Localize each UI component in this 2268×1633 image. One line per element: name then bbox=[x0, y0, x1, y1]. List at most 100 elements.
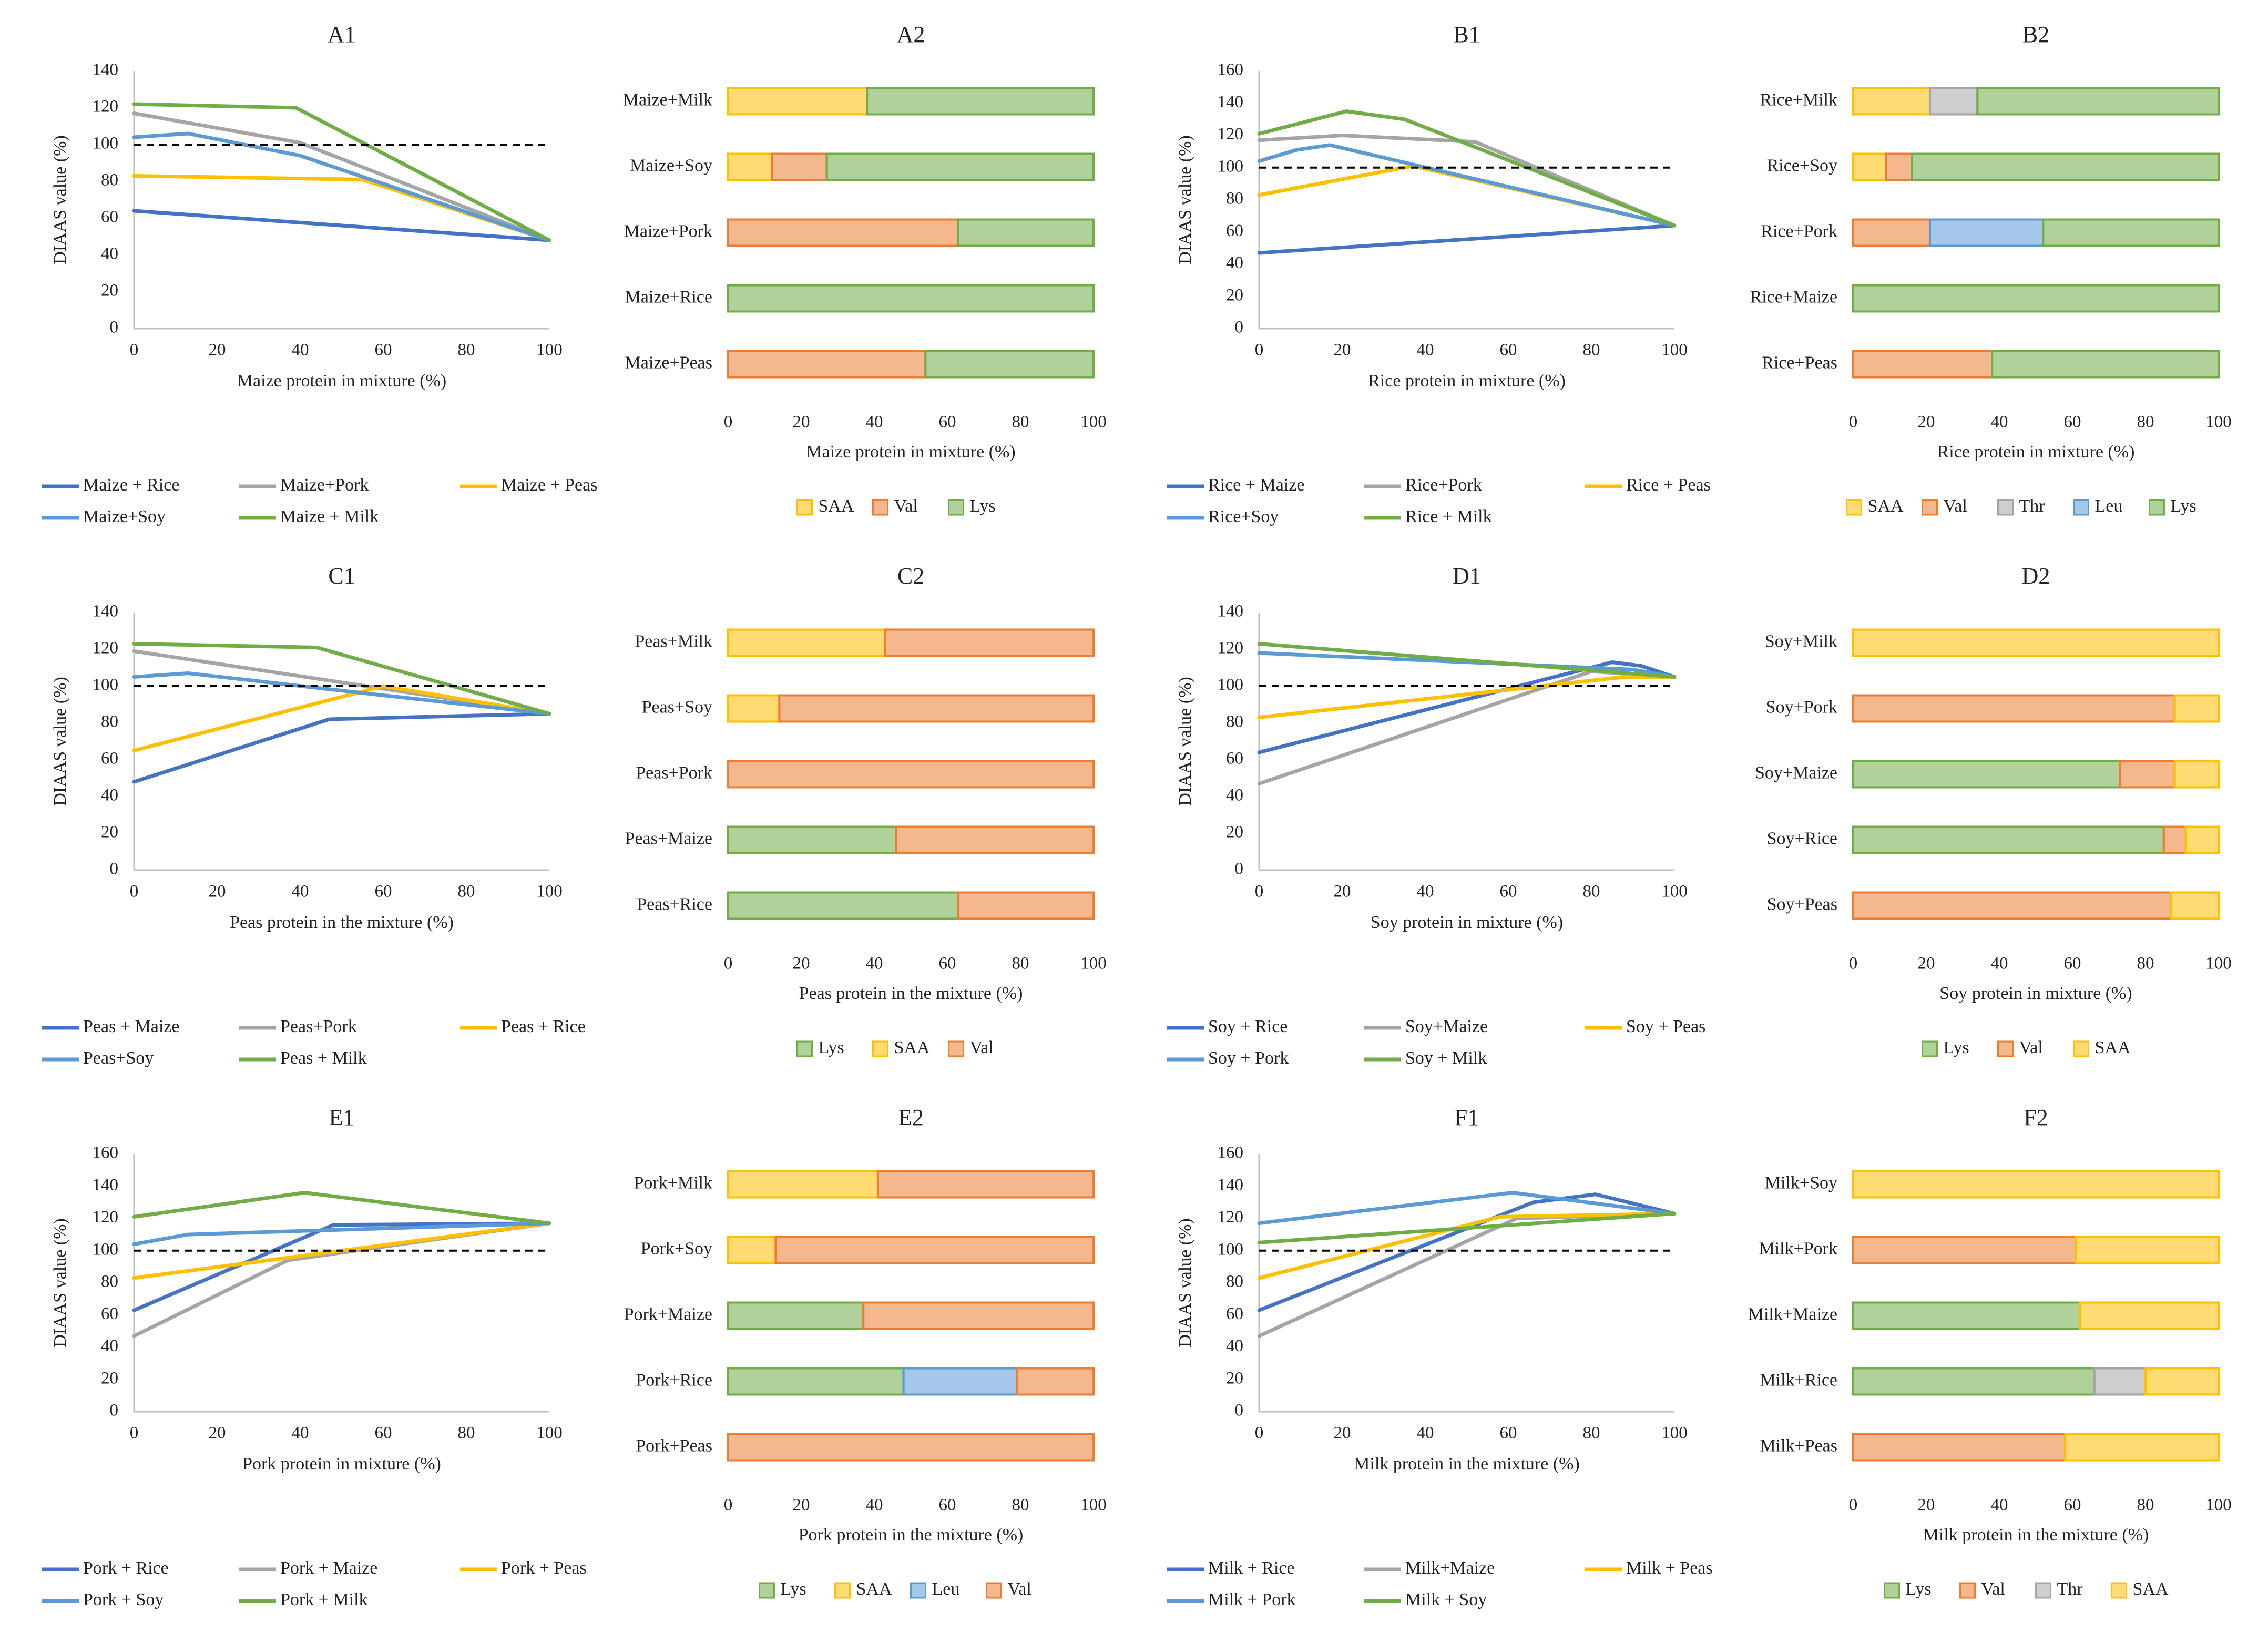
c1-y-tick-label: 60 bbox=[101, 749, 118, 768]
c2-title: C2 bbox=[897, 563, 924, 589]
b2-x-tick-label: 60 bbox=[2064, 413, 2081, 432]
e2-x-tick-label: 60 bbox=[939, 1496, 956, 1515]
c1-x-tick-label: 20 bbox=[209, 882, 226, 901]
c2-bar-segment bbox=[895, 825, 1095, 854]
e2-bar-segment bbox=[727, 1236, 777, 1264]
c2-category-label: Peas+Pork bbox=[636, 763, 712, 782]
c2-bar-segment bbox=[727, 891, 959, 920]
a2-category-label: Maize+Rice bbox=[625, 287, 712, 307]
c2-category-label: Peas+Soy bbox=[642, 697, 712, 717]
d1-y-tick-label: 120 bbox=[1218, 639, 1244, 658]
f1-x-tick-label: 40 bbox=[1417, 1424, 1434, 1443]
c2-bar-segment bbox=[778, 694, 1095, 723]
e2-legend-label: Lys bbox=[781, 1579, 806, 1599]
f2-x-tick-label: 80 bbox=[2137, 1496, 2154, 1515]
d2-legend-label: Lys bbox=[1944, 1038, 1969, 1057]
f2-legend-swatch bbox=[1959, 1582, 1976, 1599]
chart-f1: F1 0 20 40 60 80 100 120 140 160 0 20 40 60 80 100 Milk … bbox=[1167, 1105, 1713, 1609]
a1-y-axis-label: DIAAS value (%) bbox=[50, 135, 70, 264]
e1-y-tick-label: 20 bbox=[101, 1369, 118, 1387]
c2-category-label: Peas+Milk bbox=[635, 631, 712, 651]
a1-x-tick-label: 60 bbox=[375, 341, 392, 360]
e1-legend-label: Pork + Soy bbox=[83, 1590, 164, 1609]
chart-e2: E2 Pork+Milk Pork+Soy Pork+Maize Pork+Rice Po… bbox=[624, 1105, 1107, 1599]
d2-category-label: Soy+Milk bbox=[1765, 631, 1837, 651]
f1-y-tick-label: 60 bbox=[1226, 1304, 1243, 1323]
f1-series-line bbox=[1257, 1211, 1677, 1338]
d1-series-line bbox=[1257, 675, 1677, 719]
c1-series-line bbox=[132, 671, 551, 716]
c2-bar-segment bbox=[957, 891, 1095, 920]
a2-x-tick-label: 0 bbox=[724, 413, 733, 432]
e1-series-line bbox=[132, 1221, 551, 1338]
d1-legend-label: Soy + Pork bbox=[1208, 1048, 1289, 1068]
e1-y-tick-label: 140 bbox=[93, 1176, 119, 1195]
b1-legend-label: Rice + Milk bbox=[1405, 507, 1492, 526]
a1-legend-label: Maize + Milk bbox=[280, 507, 379, 526]
d1-legend-label: Soy+Maize bbox=[1405, 1017, 1488, 1036]
d1-legend-label: Soy + Peas bbox=[1626, 1017, 1705, 1036]
a2-category-label: Maize+Pork bbox=[624, 221, 712, 241]
f2-legend-swatch bbox=[1884, 1582, 1900, 1599]
c2-bar-segment bbox=[727, 760, 1095, 789]
e1-x-tick-label: 20 bbox=[209, 1424, 226, 1443]
a1-x-tick-label: 80 bbox=[458, 341, 475, 360]
d1-series-line bbox=[1257, 642, 1677, 679]
a2-title: A2 bbox=[897, 22, 925, 47]
f1-y-tick-label: 120 bbox=[1218, 1208, 1244, 1227]
a2-legend-label: SAA bbox=[819, 496, 854, 516]
chart-f2: F2 Milk+Soy Milk+Pork Milk+Maize Milk+Rice Mi… bbox=[1748, 1105, 2232, 1599]
d2-category-label: Soy+Peas bbox=[1767, 894, 1837, 914]
c2-x-tick-label: 20 bbox=[793, 954, 810, 973]
c1-legend-label: Peas+Pork bbox=[280, 1017, 357, 1036]
c2-legend-label: Val bbox=[970, 1038, 994, 1057]
c1-title: C1 bbox=[328, 563, 355, 589]
c2-legend-swatch bbox=[872, 1040, 888, 1057]
b1-series-line bbox=[1257, 223, 1677, 255]
c2-bar-segment bbox=[727, 825, 897, 854]
e2-x-tick-label: 40 bbox=[866, 1496, 883, 1515]
b1-y-tick-label: 100 bbox=[1218, 157, 1244, 176]
e2-bar-segment bbox=[876, 1170, 1095, 1199]
e2-legend-label: SAA bbox=[856, 1579, 892, 1599]
e2-category-label: Pork+Maize bbox=[624, 1304, 712, 1324]
b2-bar-segment bbox=[1991, 350, 2220, 379]
d2-bar-segment bbox=[1852, 891, 2172, 920]
e2-x-tick-label: 20 bbox=[793, 1496, 810, 1515]
d2-bar-segment bbox=[2162, 825, 2187, 854]
chart-d1: D1 0 20 40 60 80 100 120 140 0 20 40 60 80 100 Soy prot… bbox=[1167, 563, 1705, 1068]
b1-legend-label: Rice + Peas bbox=[1626, 475, 1711, 495]
b2-bar-segment bbox=[1911, 152, 2220, 181]
d1-y-tick-label: 80 bbox=[1226, 712, 1243, 731]
f2-x-tick-label: 20 bbox=[1918, 1496, 1935, 1515]
f2-x-tick-label: 60 bbox=[2064, 1496, 2081, 1515]
f2-legend-label: SAA bbox=[2133, 1579, 2169, 1599]
b1-legend-label: Rice+Soy bbox=[1208, 507, 1279, 526]
d1-x-tick-label: 60 bbox=[1500, 882, 1517, 901]
c2-x-tick-label: 60 bbox=[939, 954, 956, 973]
b1-x-tick-label: 60 bbox=[1500, 341, 1517, 360]
c1-legend-label: Peas + Milk bbox=[280, 1048, 367, 1068]
f2-category-label: Milk+Rice bbox=[1760, 1370, 1837, 1390]
e2-bar-segment bbox=[727, 1170, 879, 1199]
f2-bar-segment bbox=[2093, 1367, 2147, 1396]
e1-y-tick-label: 100 bbox=[93, 1240, 119, 1259]
b2-category-label: Rice+Milk bbox=[1760, 90, 1837, 109]
d1-x-axis-label: Soy protein in mixture (%) bbox=[1371, 913, 1563, 932]
d1-series-line bbox=[1257, 669, 1677, 785]
c1-y-tick-label: 0 bbox=[110, 860, 119, 879]
e2-legend-swatch bbox=[986, 1582, 1002, 1599]
f1-y-tick-label: 40 bbox=[1226, 1336, 1243, 1355]
a2-bar-segment bbox=[727, 218, 959, 247]
e1-y-tick-label: 60 bbox=[101, 1304, 118, 1323]
e2-category-label: Pork+Milk bbox=[634, 1173, 712, 1192]
a1-series-line bbox=[132, 111, 551, 242]
e1-series-line bbox=[132, 1221, 551, 1246]
a2-bar-segment bbox=[924, 350, 1095, 379]
d2-legend-label: SAA bbox=[2095, 1038, 2131, 1057]
b1-legend-label: Rice + Maize bbox=[1208, 475, 1304, 495]
c1-legend-label: Peas + Maize bbox=[83, 1017, 179, 1036]
e2-bar-segment bbox=[727, 1367, 905, 1396]
f2-bar-segment bbox=[2144, 1367, 2220, 1396]
c2-legend-label: SAA bbox=[894, 1038, 930, 1057]
